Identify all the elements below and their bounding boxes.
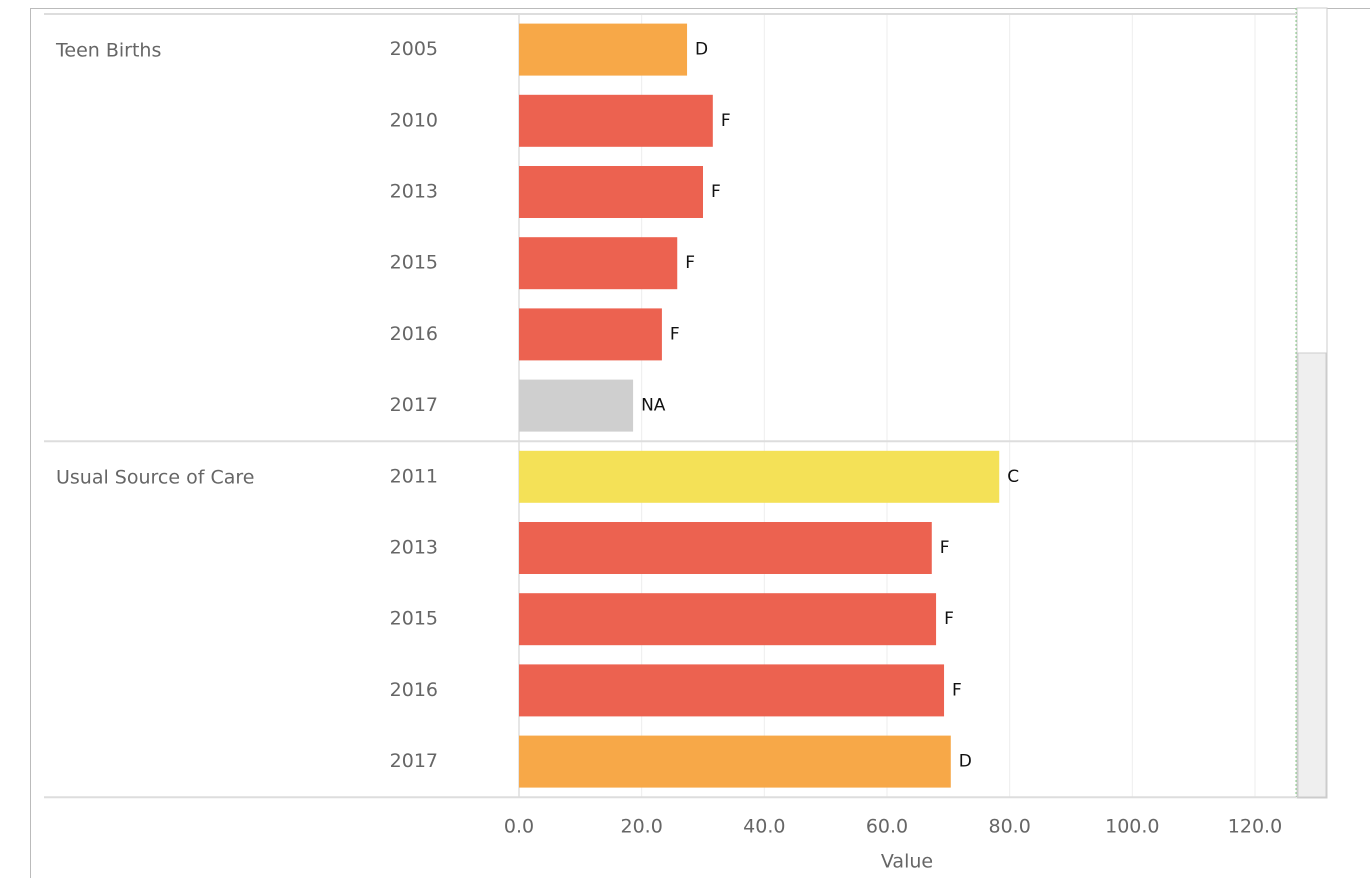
y-tick-label: 2015 bbox=[390, 252, 438, 274]
data-label: F bbox=[670, 324, 680, 344]
y-tick-label: 2016 bbox=[390, 323, 438, 345]
x-tick-label: 60.0 bbox=[866, 816, 908, 838]
x-tick-label: 0.0 bbox=[504, 816, 534, 838]
y-tick-label: 2013 bbox=[390, 181, 438, 203]
data-label: C bbox=[1007, 467, 1019, 487]
group-label: Usual Source of Care bbox=[56, 467, 254, 489]
data-label: F bbox=[721, 111, 731, 131]
y-tick-label: 2017 bbox=[390, 750, 438, 772]
bar bbox=[519, 664, 945, 717]
y-tick-label: 2013 bbox=[390, 537, 438, 559]
x-tick-label: 100.0 bbox=[1105, 816, 1159, 838]
group-label: Teen Births bbox=[55, 40, 161, 62]
y-tick-label: 2010 bbox=[390, 109, 438, 131]
x-tick-label: 80.0 bbox=[989, 816, 1031, 838]
bar bbox=[519, 23, 688, 76]
data-label: F bbox=[711, 182, 721, 202]
bar bbox=[519, 522, 932, 574]
data-label: D bbox=[959, 752, 972, 772]
y-tick-label: 2005 bbox=[390, 38, 438, 60]
y-tick-label: 2016 bbox=[390, 679, 438, 701]
data-label: D bbox=[695, 40, 708, 60]
bar bbox=[519, 593, 937, 646]
bar bbox=[519, 94, 713, 147]
y-tick-label: 2017 bbox=[390, 394, 438, 416]
data-label: F bbox=[952, 680, 962, 700]
data-label: F bbox=[940, 538, 950, 558]
bar bbox=[519, 237, 678, 290]
bar bbox=[519, 379, 634, 432]
y-tick-label: 2011 bbox=[390, 465, 438, 487]
data-label: F bbox=[944, 609, 954, 629]
y-tick-label: 2015 bbox=[390, 608, 438, 630]
bar bbox=[519, 735, 951, 788]
x-tick-label: 20.0 bbox=[621, 816, 663, 838]
bar bbox=[519, 450, 1000, 503]
bar bbox=[519, 166, 703, 218]
x-axis-label: Value bbox=[881, 851, 933, 873]
data-label: F bbox=[685, 253, 695, 273]
data-label: NA bbox=[641, 396, 666, 416]
x-tick-label: 40.0 bbox=[743, 816, 785, 838]
scrollbar-thumb[interactable] bbox=[1297, 352, 1327, 798]
x-tick-label: 120.0 bbox=[1228, 816, 1282, 838]
bar bbox=[519, 308, 662, 361]
